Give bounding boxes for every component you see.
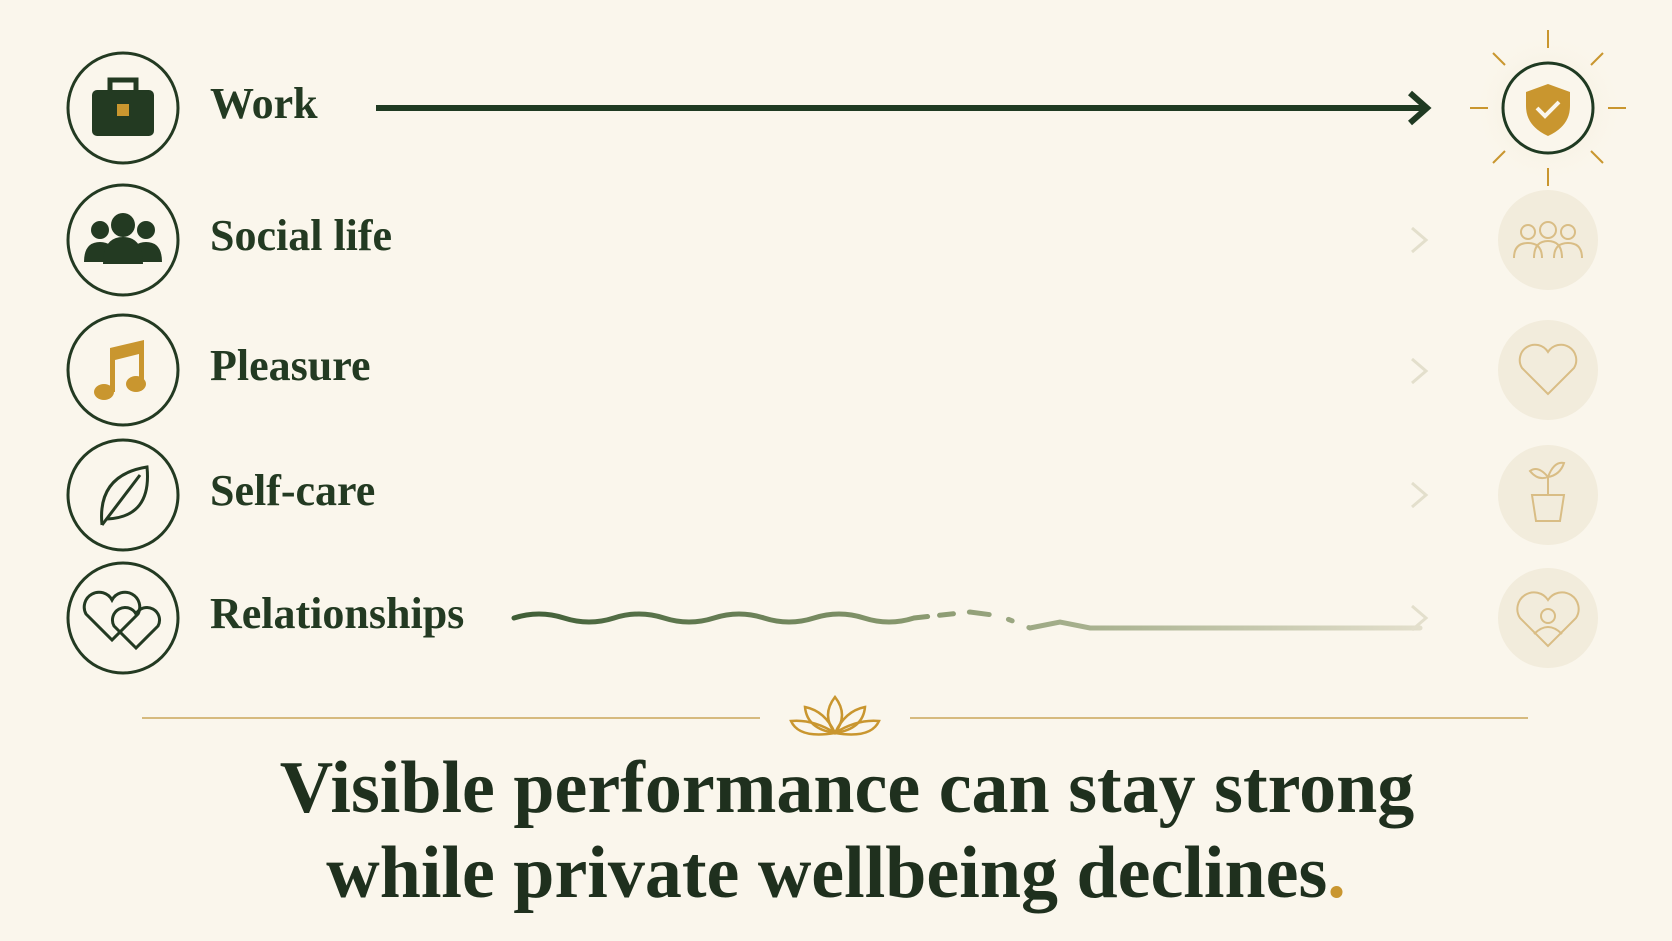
row-label: Relationships: [210, 589, 464, 638]
divider: [142, 694, 1528, 736]
caption-line: while private wellbeing declines.: [326, 832, 1346, 914]
briefcase-icon: [92, 77, 154, 136]
row-label: Self-care: [210, 466, 375, 515]
fading-lines: [420, 237, 1423, 631]
hearts-icon: [82, 590, 162, 651]
row-label: Social life: [210, 211, 392, 260]
faded-arrowheads: [1411, 226, 1429, 632]
caption-period: .: [1327, 832, 1346, 914]
shield-icon: [1468, 28, 1628, 188]
people-icon: [84, 213, 162, 264]
faded-icon-glyphs: [1513, 221, 1583, 648]
music-icon: [94, 340, 146, 400]
caption-text: while private wellbeing declines: [326, 832, 1327, 914]
row-label: Pleasure: [210, 341, 371, 390]
work-arrow: [376, 90, 1432, 126]
caption-line: Visible performance can stay strong: [280, 747, 1415, 829]
faded-icons: [1498, 190, 1598, 668]
left-icons: [66, 51, 180, 675]
leaf-icon: [100, 465, 149, 526]
row-label: Work: [210, 79, 318, 128]
